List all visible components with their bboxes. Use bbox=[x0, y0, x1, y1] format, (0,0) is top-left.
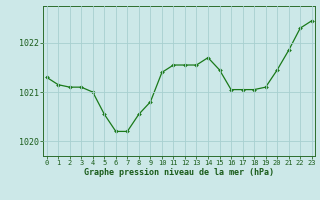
X-axis label: Graphe pression niveau de la mer (hPa): Graphe pression niveau de la mer (hPa) bbox=[84, 168, 274, 177]
